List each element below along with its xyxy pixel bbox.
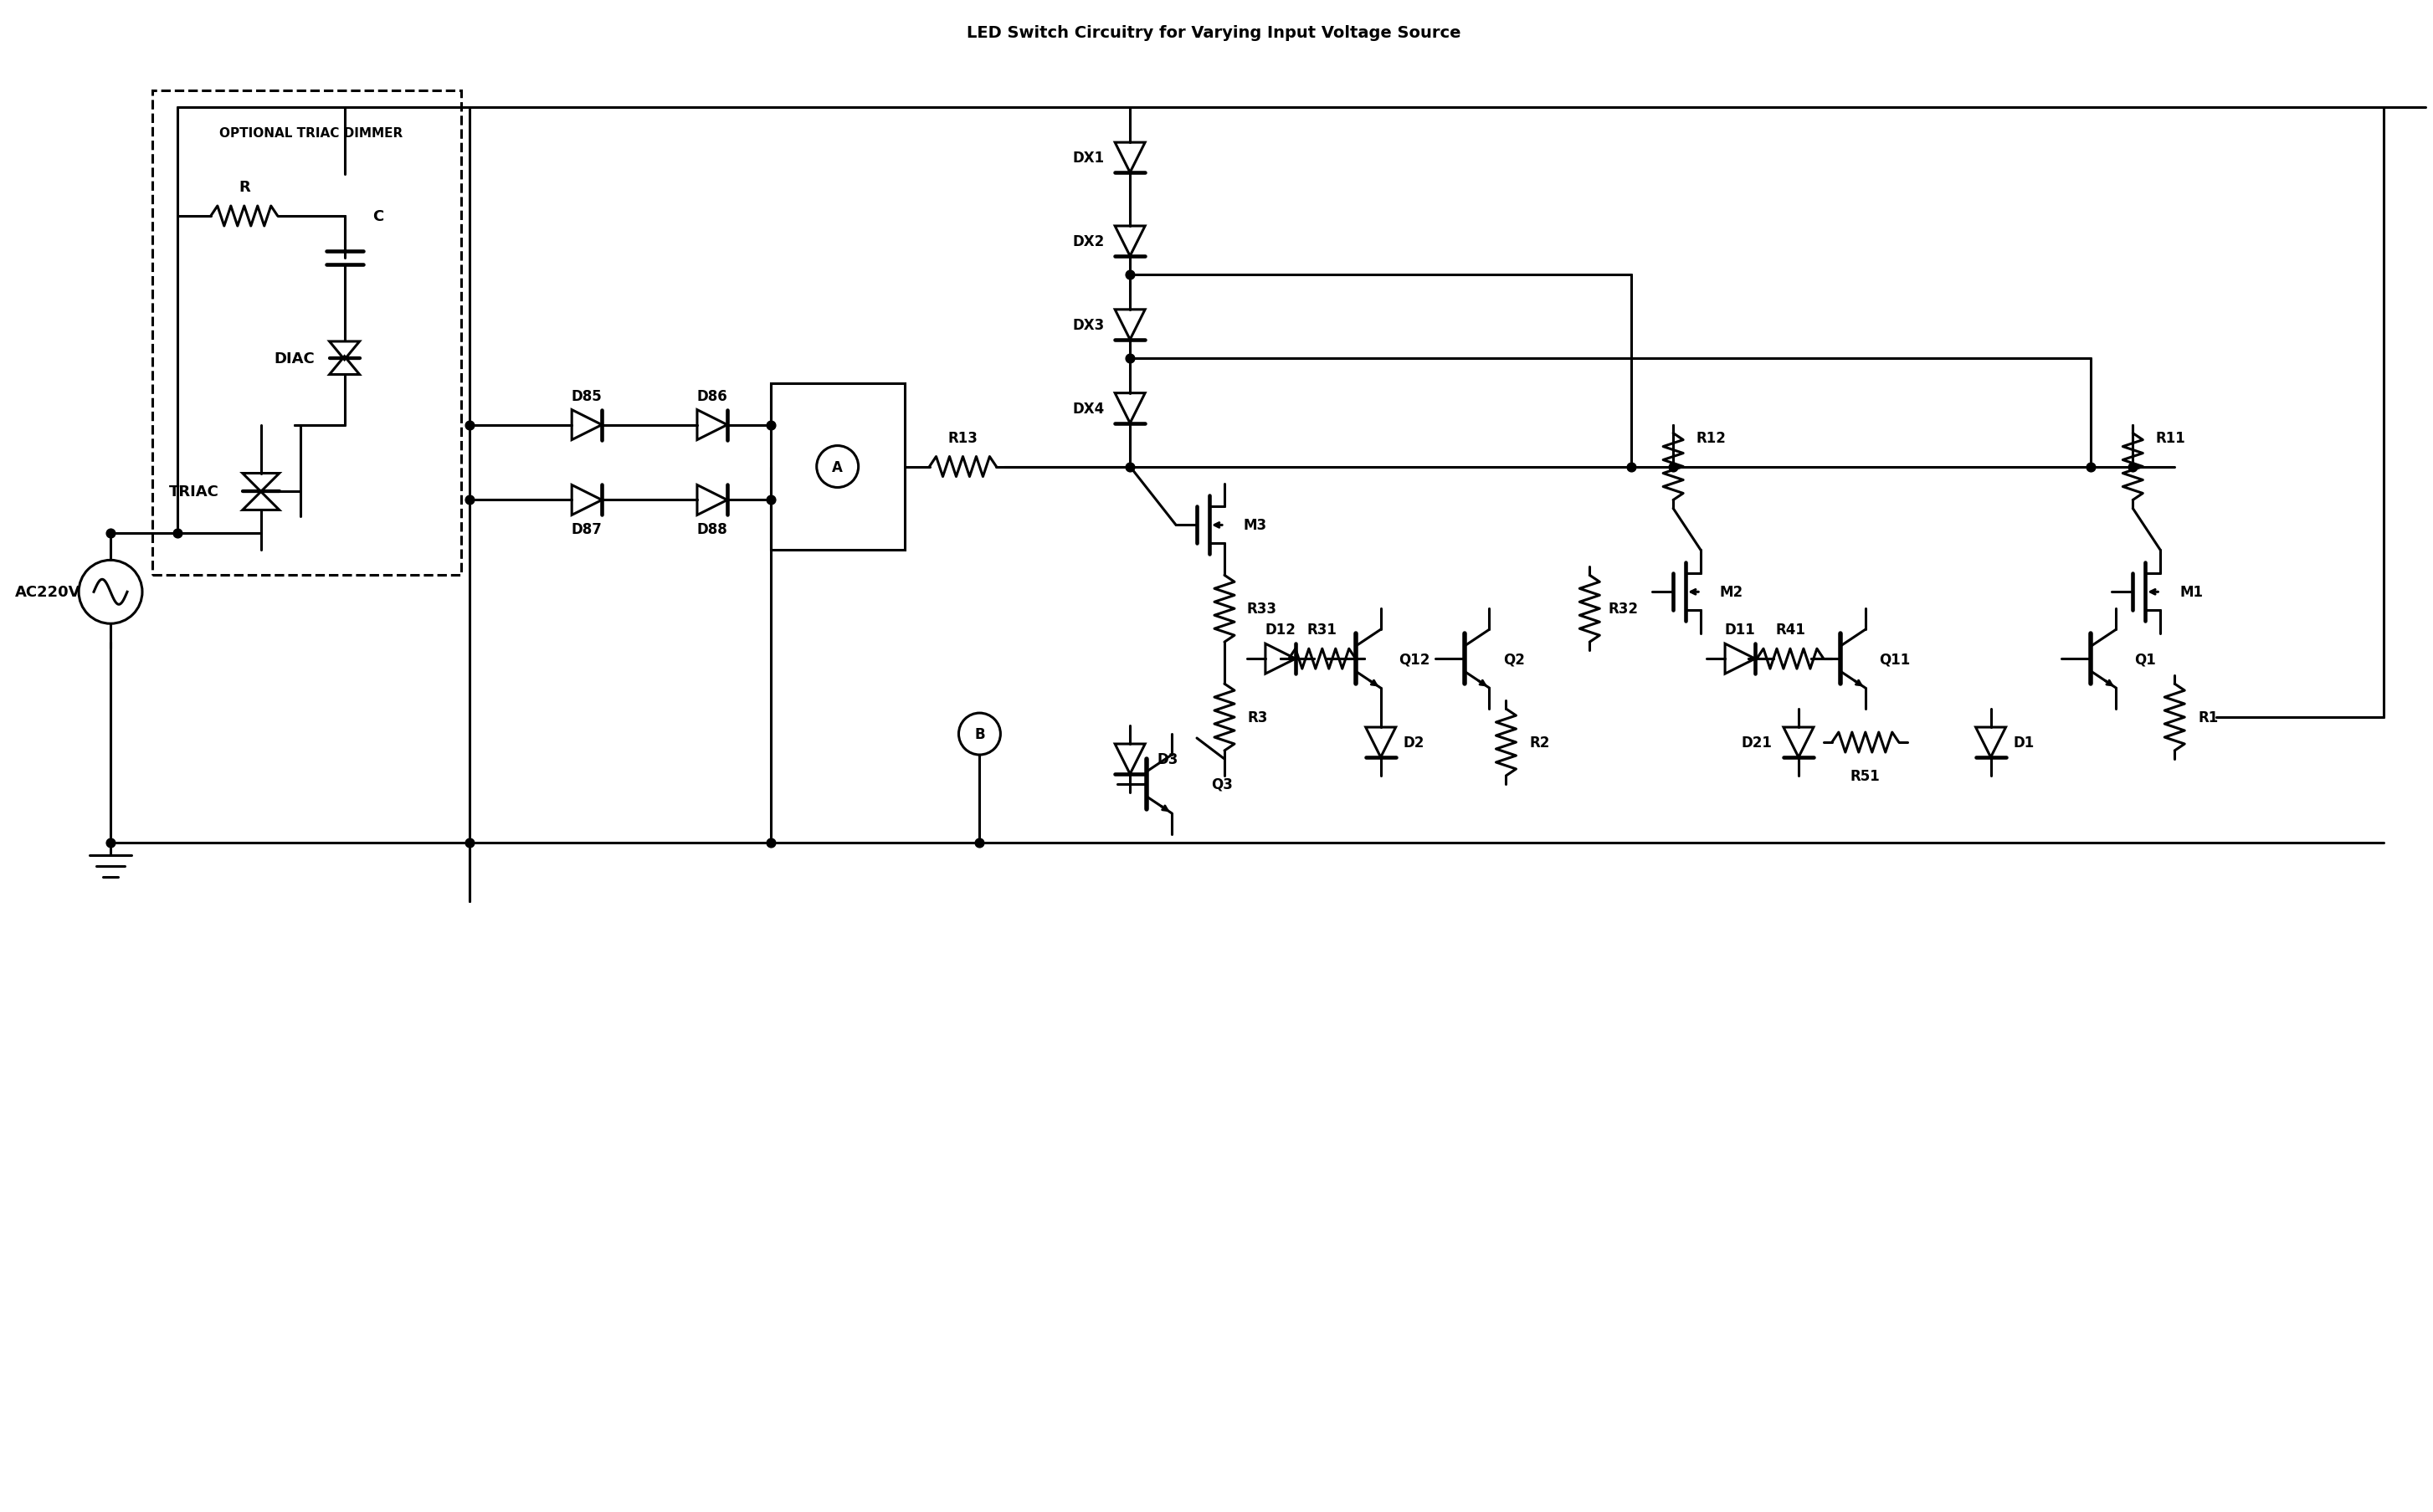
Point — [752, 830, 791, 854]
Text: R1: R1 — [2197, 711, 2219, 726]
Text: D86: D86 — [696, 389, 727, 404]
Text: AC220V: AC220V — [15, 585, 80, 600]
Text: DX2: DX2 — [1073, 234, 1105, 249]
Point — [961, 830, 1000, 854]
Text: TRIAC: TRIAC — [168, 485, 219, 499]
Text: D85: D85 — [572, 389, 603, 404]
Point — [2114, 455, 2153, 479]
Point — [2070, 455, 2109, 479]
Text: D3: D3 — [1158, 751, 1178, 767]
Text: DX3: DX3 — [1073, 318, 1105, 333]
Point — [1109, 263, 1148, 287]
Point — [1613, 455, 1652, 479]
Point — [158, 522, 197, 546]
Text: C: C — [372, 209, 384, 224]
Point — [1654, 455, 1693, 479]
Text: DX4: DX4 — [1073, 401, 1105, 416]
Text: DX1: DX1 — [1073, 151, 1105, 166]
Text: OPTIONAL TRIAC DIMMER: OPTIONAL TRIAC DIMMER — [219, 127, 401, 139]
Text: R33: R33 — [1248, 602, 1277, 617]
Text: R13: R13 — [949, 431, 978, 446]
Point — [90, 830, 129, 854]
Text: D11: D11 — [1725, 623, 1757, 638]
Text: B: B — [973, 727, 985, 742]
Text: R31: R31 — [1307, 623, 1338, 638]
Text: M2: M2 — [1720, 585, 1744, 600]
Text: R11: R11 — [2156, 431, 2185, 446]
Text: D12: D12 — [1265, 623, 1297, 638]
Text: R: R — [238, 180, 251, 195]
Text: R32: R32 — [1608, 602, 1637, 617]
Point — [752, 488, 791, 513]
Text: R41: R41 — [1776, 623, 1805, 638]
Text: D21: D21 — [1742, 735, 1771, 750]
Point — [450, 830, 489, 854]
Text: D2: D2 — [1404, 735, 1426, 750]
Text: LED Switch Circuitry for Varying Input Voltage Source: LED Switch Circuitry for Varying Input V… — [966, 24, 1460, 41]
Text: Q12: Q12 — [1399, 652, 1431, 667]
Text: D87: D87 — [572, 522, 603, 537]
Text: D1: D1 — [2015, 735, 2034, 750]
Text: D88: D88 — [696, 522, 727, 537]
Point — [1109, 346, 1148, 370]
Text: R51: R51 — [1852, 768, 1881, 783]
Text: M1: M1 — [2180, 585, 2202, 600]
Text: A: A — [832, 460, 842, 475]
Text: DIAC: DIAC — [275, 351, 314, 366]
Point — [752, 413, 791, 437]
Point — [450, 488, 489, 513]
Point — [1109, 455, 1148, 479]
Text: Q1: Q1 — [2134, 652, 2156, 667]
Text: R2: R2 — [1530, 735, 1550, 750]
Text: R3: R3 — [1248, 711, 1268, 726]
Text: Q3: Q3 — [1212, 777, 1234, 792]
Text: Q11: Q11 — [1878, 652, 1910, 667]
Point — [450, 413, 489, 437]
Text: M3: M3 — [1243, 519, 1268, 534]
Text: Q2: Q2 — [1504, 652, 1525, 667]
Text: R12: R12 — [1696, 431, 1725, 446]
Point — [90, 522, 129, 546]
